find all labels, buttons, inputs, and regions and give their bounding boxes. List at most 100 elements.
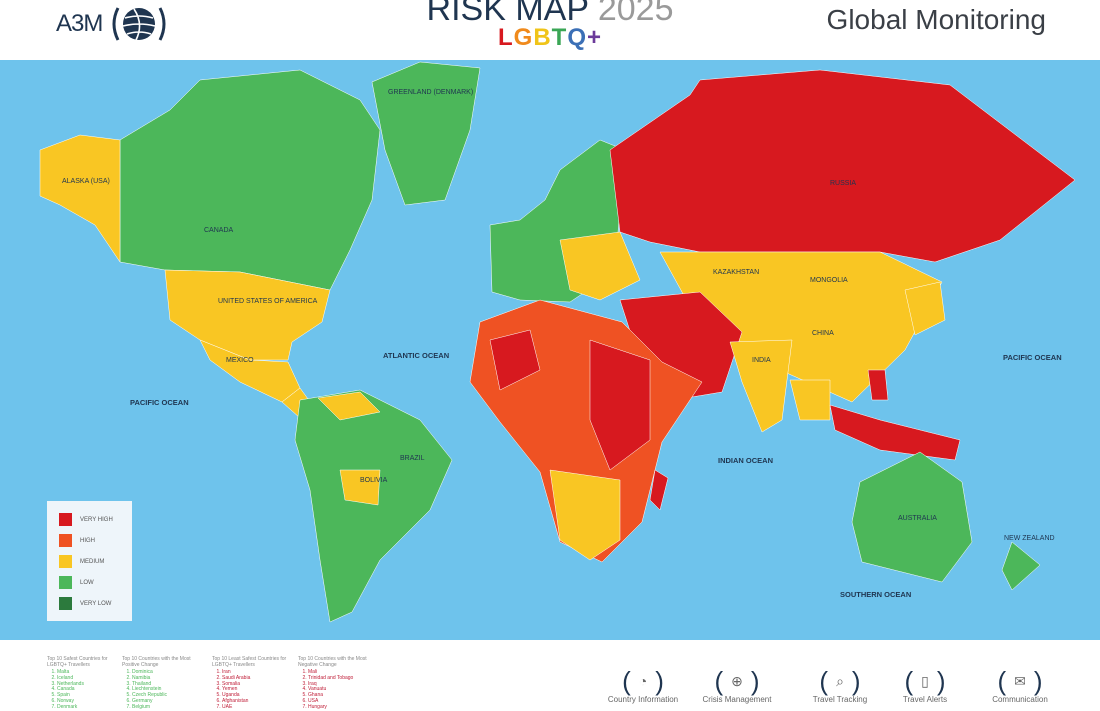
service-label: Communication [992, 695, 1048, 704]
list-item: Belgium [132, 704, 202, 711]
service-label: Crisis Management [702, 695, 772, 704]
title-text: RISK MAP [426, 0, 589, 28]
legend-item: VERY LOW [59, 597, 111, 610]
service-label: Country Information [607, 695, 679, 704]
region-southern-africa [549, 469, 621, 561]
list-item: Denmark [57, 704, 127, 711]
subtitle-letter: + [587, 24, 603, 51]
logo-text: A3M [56, 10, 103, 37]
label-alaska: ALASKA (USA) [62, 178, 110, 185]
label-canada: CANADA [204, 227, 234, 234]
region-alaska [39, 134, 121, 263]
legend-label: VERY HIGH [80, 516, 113, 523]
logo: A3M [56, 4, 170, 44]
list-item: Somalia [222, 681, 292, 688]
legend-swatch [59, 513, 72, 526]
region-greenland [371, 61, 481, 206]
top-ten-list: Top 10 Least Safest Countries for LGBTQ+… [212, 656, 292, 711]
list-item: Spain [57, 692, 127, 699]
list-item: Ghana [308, 692, 378, 699]
label-australia: AUSTRALIA [898, 515, 937, 522]
legend-swatch [59, 555, 72, 568]
region-philippines [867, 369, 889, 401]
top-ten-list: Top 10 Countries with the Most Positive … [122, 656, 202, 711]
list-item: Afghanistan [222, 698, 292, 705]
legend-label: HIGH [80, 537, 95, 544]
label-bolivia: BOLIVIA [360, 477, 388, 484]
list-item: Namibia [132, 675, 202, 682]
region-new-zealand [1001, 541, 1041, 591]
service-country-information[interactable]: (◔) Country Information [598, 668, 688, 704]
service-travel-alerts[interactable]: (▯) Travel Alerts [880, 668, 970, 704]
legend-item: HIGH [59, 534, 95, 547]
legend-swatch [59, 534, 72, 547]
legend-swatch [59, 597, 72, 610]
list-item: Iceland [57, 675, 127, 682]
legend-label: LOW [80, 579, 94, 586]
region-bolivia [339, 469, 381, 506]
list-item: Hungary [308, 704, 378, 711]
list-item: Saudi Arabia [222, 675, 292, 682]
list-item: USA [308, 698, 378, 705]
subtitle-letter: B [533, 24, 552, 51]
list-item: Iran [222, 669, 292, 676]
legend: VERY HIGH HIGH MEDIUM LOW VERY LOW [47, 501, 132, 621]
globe-people-icon: (⊕) [714, 666, 760, 696]
top-ten-list: Top 10 Safest Countries for LGBTQ+ Trave… [47, 656, 127, 711]
list-item: Vanuatu [308, 687, 378, 693]
subtitle-letter: Q [567, 24, 587, 51]
list-item: UAE [222, 704, 292, 711]
label-new-zealand: NEW ZEALAND [1004, 535, 1055, 542]
label-kazakhstan: KAZAKHSTAN [713, 269, 759, 276]
top-ten-list: Top 10 Countries with the Most Negative … [298, 656, 378, 711]
label-pacific-ocean-east: PACIFIC OCEAN [1003, 353, 1062, 362]
region-venezuela [317, 391, 381, 421]
region-usa [164, 269, 331, 361]
phone-message-icon: (✉) [997, 666, 1043, 696]
list-item: Malta [57, 669, 127, 676]
region-indonesia [829, 404, 961, 461]
list-item: Trinidad and Tobago [308, 675, 378, 682]
service-communication[interactable]: (✉) Communication [975, 668, 1065, 704]
region-japan [904, 281, 946, 336]
region-africa-east [589, 339, 651, 471]
region-india [729, 339, 793, 433]
list-item: Czech Republic [132, 692, 202, 699]
phone-alert-icon: (▯) [904, 666, 946, 696]
globe-logo-icon [112, 7, 166, 41]
list-heading: Top 10 Countries with the Most Positive … [122, 656, 191, 668]
list-item: Dominica [132, 669, 202, 676]
region-africa-west [489, 329, 541, 391]
list-item: Thailand [132, 681, 202, 688]
region-southeast-asia [789, 379, 831, 421]
list-item: Germany [132, 698, 202, 705]
label-greenland: GREENLAND (DENMARK) [388, 89, 473, 96]
list-item: Mali [308, 669, 378, 676]
subtitle-letter: L [497, 24, 514, 51]
world-map: GREENLAND (DENMARK) ALASKA (USA) CANADA … [0, 60, 1100, 640]
service-label: Travel Tracking [812, 695, 868, 704]
subtitle-letter: T [551, 24, 568, 51]
clock-document-icon: (◔) [622, 666, 664, 696]
label-mexico: MEXICO [226, 357, 254, 364]
label-india: INDIA [752, 357, 771, 364]
service-crisis-management[interactable]: (⊕) Crisis Management [692, 668, 782, 704]
service-travel-tracking[interactable]: (⌕) Travel Tracking [795, 668, 885, 704]
legend-item: MEDIUM [59, 555, 104, 568]
label-usa: UNITED STATES OF AMERICA [218, 298, 318, 305]
header: A3M RISK MAP 2025 LGBTQ+ Global Monitori… [0, 0, 1100, 60]
region-australia [851, 451, 973, 583]
list-item: Yemen [222, 687, 292, 693]
legend-item: LOW [59, 576, 94, 589]
label-pacific-ocean-west: PACIFIC OCEAN [130, 398, 189, 407]
list-item: Liechtenstein [132, 687, 202, 693]
list-item: Norway [57, 698, 127, 705]
global-monitoring-title: Global Monitoring [826, 4, 1046, 35]
list-item: Netherlands [57, 681, 127, 688]
label-indian-ocean: INDIAN OCEAN [718, 456, 773, 465]
legend-label: MEDIUM [80, 558, 105, 565]
subtitle: LGBTQ+ [0, 24, 1100, 52]
region-russia [609, 69, 1076, 263]
list-item: Canada [57, 687, 127, 693]
legend-swatch [59, 576, 72, 589]
